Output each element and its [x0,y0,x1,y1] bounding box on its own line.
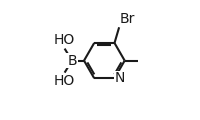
Text: HO: HO [54,33,75,47]
Text: HO: HO [54,74,75,88]
Text: B: B [67,54,77,68]
Text: Br: Br [120,12,135,26]
Text: N: N [115,71,125,85]
